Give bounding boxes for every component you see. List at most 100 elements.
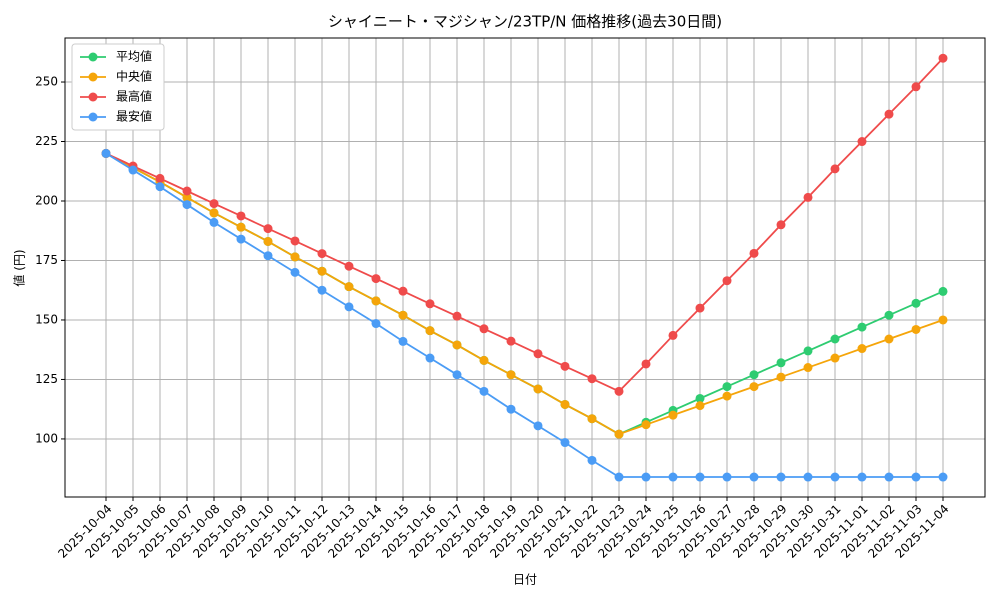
data-point — [911, 472, 921, 482]
data-point — [506, 370, 516, 380]
data-point — [776, 220, 786, 230]
data-point — [938, 472, 948, 482]
data-point — [479, 355, 489, 365]
data-point — [533, 384, 543, 394]
data-point — [938, 53, 948, 63]
data-point — [506, 336, 516, 346]
data-point — [209, 208, 219, 218]
data-point — [938, 286, 948, 296]
data-point — [317, 285, 327, 295]
data-point — [803, 192, 813, 202]
data-point — [668, 472, 678, 482]
data-point — [668, 330, 678, 340]
y-tick-label: 125 — [35, 372, 58, 386]
y-tick-label: 175 — [35, 253, 58, 267]
data-point — [155, 182, 165, 192]
data-point — [641, 472, 651, 482]
data-point — [587, 414, 597, 424]
data-point — [857, 137, 867, 147]
data-point — [128, 165, 138, 175]
legend-marker — [88, 72, 98, 82]
data-point — [155, 173, 165, 183]
data-point — [695, 401, 705, 411]
legend-label: 最安値 — [116, 109, 152, 124]
data-point — [911, 82, 921, 92]
data-point — [641, 420, 651, 430]
series-line — [105, 152, 943, 478]
data-point — [425, 326, 435, 336]
data-point — [398, 310, 408, 320]
data-point — [182, 186, 192, 196]
data-point — [803, 472, 813, 482]
data-point — [425, 299, 435, 309]
data-point — [344, 261, 354, 271]
data-point — [290, 267, 300, 277]
data-point — [236, 222, 246, 232]
series-line — [105, 152, 944, 436]
data-point — [587, 455, 597, 465]
y-tick-label: 250 — [35, 75, 58, 89]
y-axis-label: 値 (円) — [12, 249, 27, 286]
data-point — [398, 336, 408, 346]
y-tick-label: 150 — [35, 312, 58, 326]
y-tick-label: 200 — [35, 193, 58, 207]
legend-marker — [88, 52, 98, 62]
data-point — [695, 303, 705, 313]
legend-label: 平均値 — [116, 49, 152, 64]
legend-label: 最高値 — [116, 89, 152, 104]
data-point — [290, 252, 300, 262]
data-point — [722, 472, 732, 482]
data-point — [641, 359, 651, 369]
data-point — [371, 274, 381, 284]
data-point — [263, 251, 273, 261]
data-point — [452, 311, 462, 321]
data-point — [452, 340, 462, 350]
data-point — [911, 324, 921, 334]
data-point — [722, 382, 732, 392]
data-point — [830, 353, 840, 363]
chart-title: シャイニート・マジシャン/23TP/N 価格推移(過去30日間) — [328, 13, 722, 31]
data-point — [803, 363, 813, 373]
data-point — [749, 382, 759, 392]
y-tick-label: 100 — [35, 431, 58, 445]
data-point — [587, 374, 597, 384]
data-point — [317, 249, 327, 259]
data-point — [695, 393, 705, 403]
data-point — [857, 472, 867, 482]
data-point — [830, 164, 840, 174]
plot-frame — [64, 37, 986, 498]
data-point — [344, 282, 354, 292]
data-point — [749, 472, 759, 482]
x-axis-label: 日付 — [513, 573, 537, 587]
data-point — [668, 410, 678, 420]
data-point — [317, 266, 327, 276]
data-point — [371, 296, 381, 306]
series-line — [105, 57, 944, 393]
data-point — [209, 217, 219, 227]
data-point — [938, 315, 948, 325]
data-point — [182, 200, 192, 210]
data-point — [749, 248, 759, 258]
data-point — [452, 370, 462, 380]
data-point — [722, 276, 732, 286]
data-point — [614, 386, 624, 396]
data-point — [695, 472, 705, 482]
data-point — [533, 421, 543, 431]
data-point — [830, 472, 840, 482]
data-point — [479, 324, 489, 334]
data-point — [263, 224, 273, 234]
data-point — [506, 404, 516, 414]
data-point — [803, 346, 813, 356]
data-point — [830, 334, 840, 344]
data-point — [614, 429, 624, 439]
data-point — [560, 438, 570, 448]
data-point — [884, 310, 894, 320]
data-point — [884, 472, 894, 482]
data-point — [290, 236, 300, 246]
data-point — [236, 211, 246, 221]
data-point — [479, 386, 489, 396]
legend-label: 中央値 — [116, 69, 152, 84]
data-point — [776, 358, 786, 368]
data-point — [884, 109, 894, 119]
